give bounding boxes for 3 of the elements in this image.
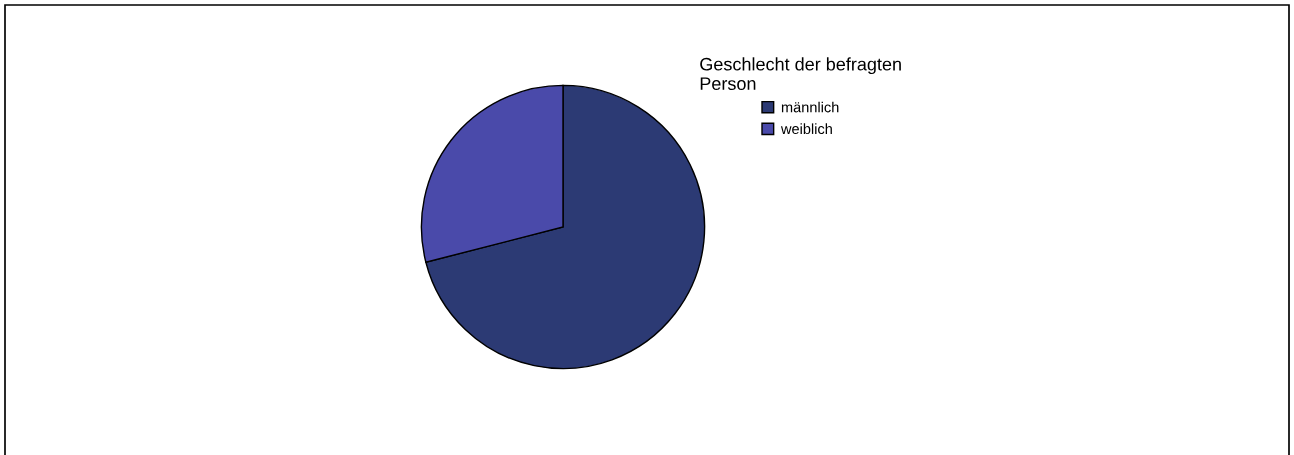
legend-label: männlich (781, 101, 839, 113)
legend-title: Geschlecht der befragten Person (700, 57, 901, 90)
legend-label: weiblich (780, 123, 832, 135)
